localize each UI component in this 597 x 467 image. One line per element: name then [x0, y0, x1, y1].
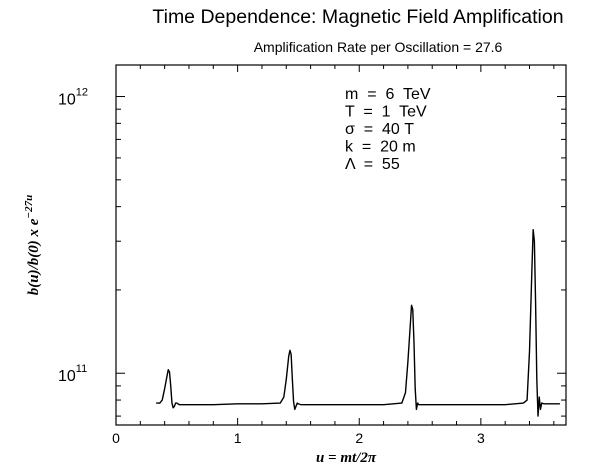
annotation-line: m = 6 TeV	[345, 86, 431, 103]
y-tick-exponent: 12	[76, 87, 88, 99]
y-tick-label: 1011	[58, 363, 87, 385]
y-tick-base: 10	[58, 368, 76, 385]
chart-title: Time Dependence: Magnetic Field Amplific…	[152, 6, 563, 28]
x-tick-label: 3	[477, 430, 485, 446]
annotation-line: T = 1 TeV	[345, 104, 427, 121]
x-tick-label: 0	[112, 430, 120, 446]
series-line	[156, 229, 560, 417]
y-tick-label: 1012	[58, 87, 88, 109]
annotation-line: Λ = 55	[345, 156, 400, 173]
chart-subtitle: Amplification Rate per Oscillation = 27.…	[254, 39, 503, 55]
annotation-line: k = 20 m	[345, 139, 416, 156]
x-tick-label: 2	[355, 430, 363, 446]
y-tick-exponent: 11	[76, 363, 87, 375]
y-axis-label-exponent: −27u	[23, 195, 35, 219]
plot-frame	[115, 64, 567, 426]
y-tick-base: 10	[58, 92, 76, 109]
y-axis-label-main: b(u)/b(0) x e	[26, 218, 42, 295]
x-axis-ticks: 0 1 2 3	[112, 65, 555, 446]
y-axis-label: b(u)/b(0) x e−27u	[23, 195, 42, 295]
annotation-line: σ = 40 T	[345, 121, 414, 138]
x-tick-label: 1	[234, 430, 242, 446]
x-axis-label: u = mt/2π	[316, 450, 377, 466]
series-group	[156, 229, 560, 417]
